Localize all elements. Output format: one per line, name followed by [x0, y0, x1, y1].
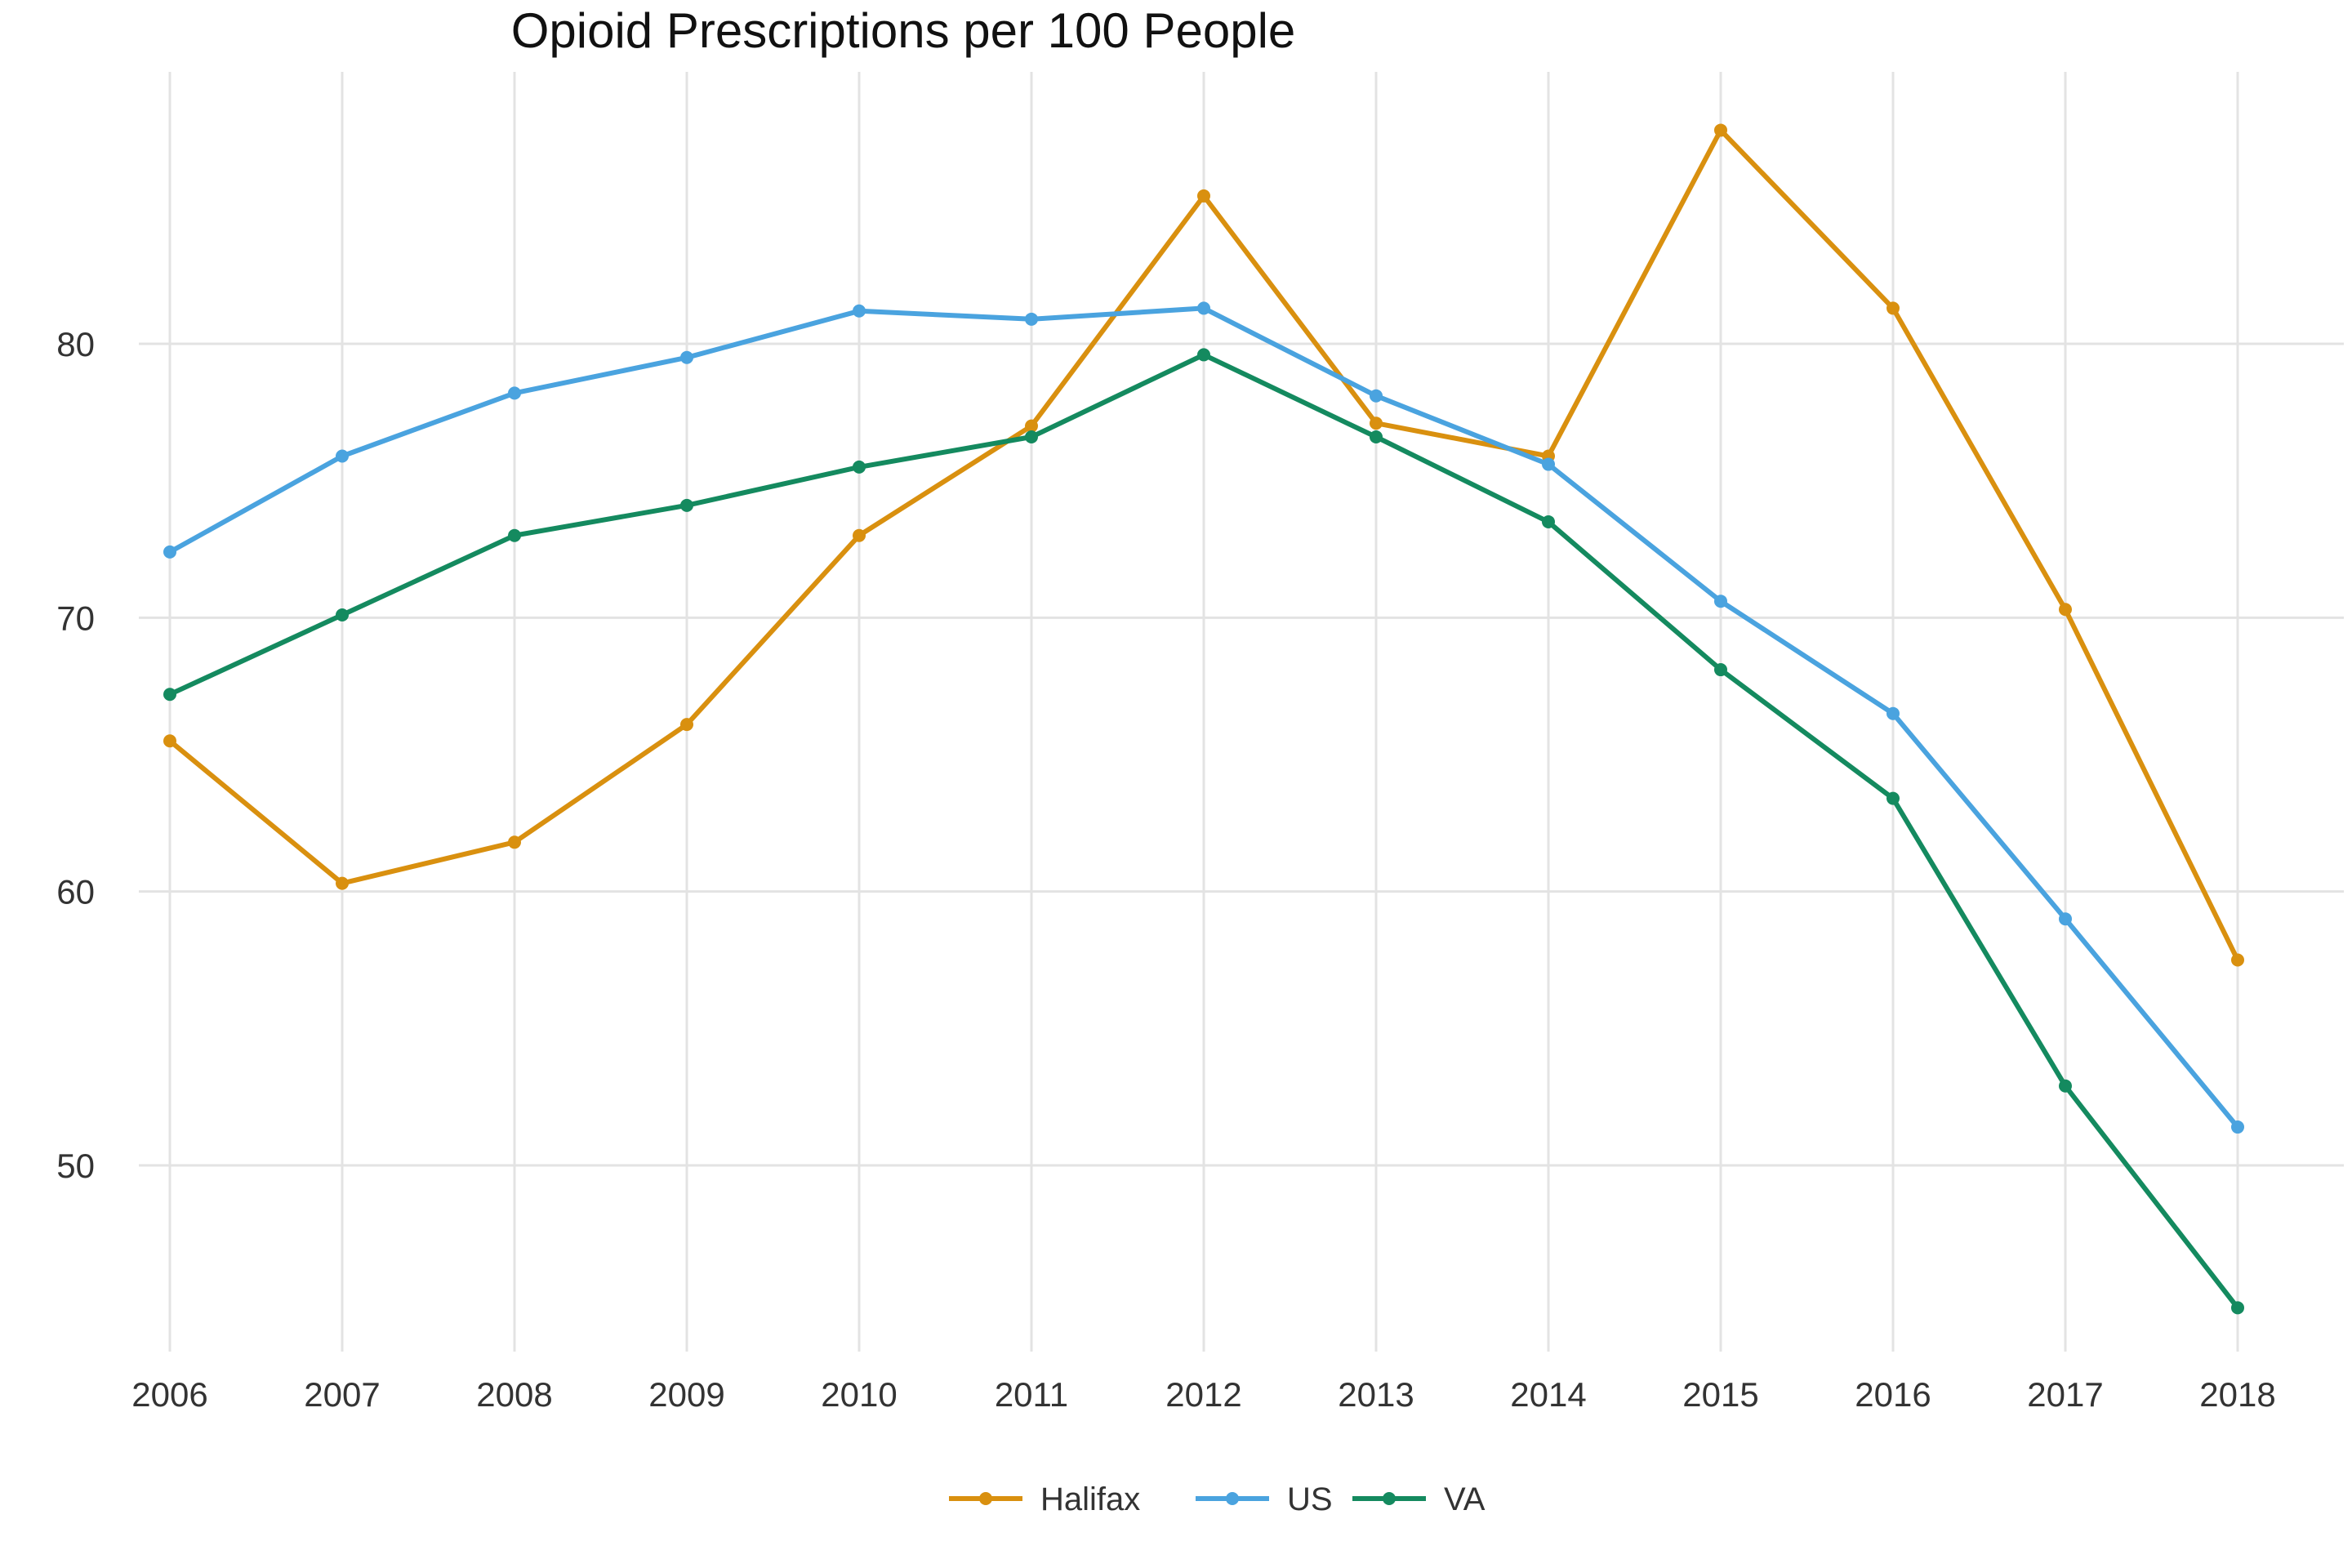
x-tick-label: 2014	[1510, 1375, 1586, 1414]
legend-key-point	[979, 1492, 992, 1505]
x-tick-label: 2018	[2199, 1375, 2275, 1414]
legend-key-point	[1383, 1492, 1396, 1505]
legend: Halifax US VA	[949, 1481, 1486, 1517]
y-tick-label: 50	[56, 1147, 95, 1185]
x-tick-label: 2006	[131, 1375, 207, 1414]
data-point	[1197, 301, 1210, 315]
x-tick-label: 2007	[304, 1375, 380, 1414]
data-point	[336, 449, 349, 463]
x-gridlines	[168, 72, 2239, 1352]
data-point	[1197, 348, 1210, 362]
y-gridlines	[139, 342, 2344, 1167]
series-halifax	[163, 123, 2244, 967]
data-point	[2231, 1120, 2244, 1134]
data-point	[853, 460, 866, 474]
data-point	[2059, 912, 2072, 926]
data-point	[508, 386, 521, 400]
x-tick-label: 2009	[648, 1375, 724, 1414]
legend-label: VA	[1444, 1481, 1486, 1517]
series-layer	[163, 123, 2244, 1315]
x-tick-label: 2008	[476, 1375, 552, 1414]
data-point	[680, 498, 693, 512]
series-us	[163, 301, 2244, 1134]
data-point	[1370, 389, 1383, 403]
data-point	[680, 718, 693, 732]
x-tick-label: 2013	[1338, 1375, 1414, 1414]
data-point	[1542, 457, 1555, 471]
data-point	[680, 350, 693, 364]
data-point	[163, 545, 176, 559]
data-point	[163, 688, 176, 702]
y-tick-label: 70	[56, 599, 95, 637]
data-point	[1370, 416, 1383, 430]
data-point	[1714, 123, 1727, 137]
data-point	[853, 528, 866, 542]
data-point	[1714, 595, 1727, 608]
data-point	[1886, 301, 1900, 315]
data-point	[2059, 603, 2072, 617]
data-point	[853, 304, 866, 318]
y-axis-ticks: 50 60 70 80	[56, 325, 95, 1185]
data-point	[1714, 663, 1727, 677]
x-tick-label: 2012	[1165, 1375, 1241, 1414]
y-tick-label: 80	[56, 325, 95, 363]
legend-item-va: VA	[1352, 1481, 1486, 1517]
data-point	[1197, 189, 1210, 203]
x-tick-label: 2011	[995, 1375, 1068, 1414]
data-point	[508, 835, 521, 849]
y-tick-label: 60	[56, 873, 95, 911]
x-tick-label: 2016	[1855, 1375, 1931, 1414]
legend-item-halifax: Halifax	[949, 1481, 1140, 1517]
data-point	[163, 734, 176, 748]
data-point	[1025, 430, 1038, 444]
data-point	[1886, 706, 1900, 720]
legend-label: Halifax	[1040, 1481, 1140, 1517]
data-point	[1542, 514, 1555, 528]
x-tick-label: 2010	[821, 1375, 897, 1414]
series-va	[163, 348, 2244, 1315]
legend-label: US	[1287, 1481, 1333, 1517]
data-point	[2231, 1301, 2244, 1315]
x-tick-label: 2017	[2027, 1375, 2103, 1414]
chart-title: Opioid Prescriptions per 100 People	[511, 3, 1296, 58]
data-point	[1886, 791, 1900, 805]
x-axis-ticks: 2006 2007 2008 2009 2010 2011 2012 2013 2014 2015…	[131, 1375, 2275, 1414]
data-point	[2059, 1079, 2072, 1093]
data-point	[1025, 419, 1038, 433]
data-point	[336, 876, 349, 890]
data-point	[1025, 312, 1038, 326]
data-point	[1370, 430, 1383, 444]
data-point	[336, 608, 349, 621]
data-point	[2231, 953, 2244, 967]
legend-key-point	[1226, 1492, 1239, 1505]
x-tick-label: 2015	[1682, 1375, 1758, 1414]
data-point	[508, 528, 521, 542]
legend-item-us: US	[1196, 1481, 1333, 1517]
